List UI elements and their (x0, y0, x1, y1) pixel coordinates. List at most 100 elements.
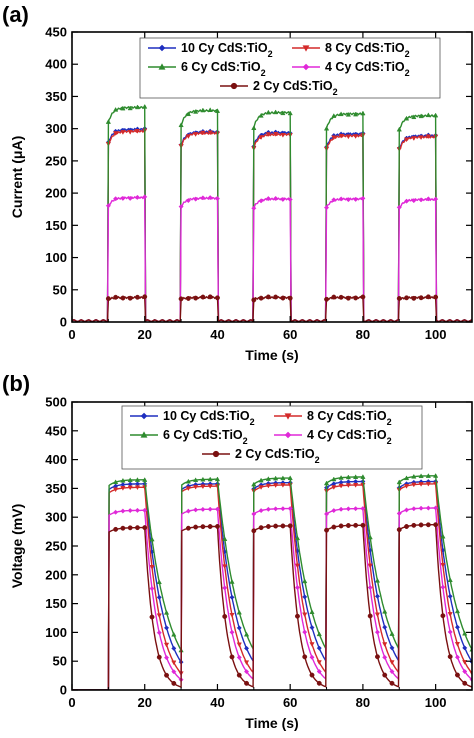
series-marker-3 (382, 654, 388, 660)
legend-swatch-marker (302, 45, 310, 52)
series-marker-3 (447, 629, 453, 635)
y-tick-label: 350 (45, 481, 67, 496)
series-line-3 (72, 195, 472, 322)
x-tick-label: 20 (137, 695, 151, 710)
series-marker-2 (200, 107, 206, 113)
series-marker-3 (338, 506, 344, 512)
series-marker-1 (120, 486, 126, 491)
series-marker-2 (163, 609, 170, 615)
series-line-4 (72, 295, 472, 322)
series-marker-2 (302, 578, 308, 584)
y-axis-label: Current (μA) (9, 136, 25, 218)
series-marker-2 (273, 475, 279, 481)
series-marker-1 (338, 133, 344, 139)
series-marker-3 (280, 196, 286, 202)
series-marker-2 (462, 630, 468, 636)
legend-swatch-marker (230, 82, 238, 90)
series-marker-2 (396, 479, 402, 485)
series-marker-4 (244, 680, 249, 686)
series-marker-1 (222, 564, 228, 570)
series-marker-0 (236, 625, 242, 631)
series-marker-4 (302, 654, 308, 660)
y-tick-label: 0 (60, 315, 67, 330)
series-marker-2 (323, 480, 330, 486)
series-marker-0 (163, 625, 170, 631)
series-marker-2 (120, 105, 126, 111)
series-marker-2 (454, 608, 461, 614)
series-marker-4 (258, 295, 264, 301)
series-marker-4 (229, 654, 235, 660)
series-marker-1 (411, 482, 417, 488)
legend-swatch-marker (284, 413, 292, 420)
x-tick-label: 0 (68, 327, 75, 342)
legend-swatch-marker (140, 412, 148, 420)
series-marker-3 (353, 196, 359, 202)
series-marker-3 (433, 196, 439, 202)
series-marker-1 (374, 612, 381, 618)
series-marker-3 (294, 584, 301, 591)
series-marker-3 (367, 584, 373, 591)
x-tick-label: 100 (425, 695, 447, 710)
series-marker-4 (353, 522, 359, 528)
series-marker-2 (425, 473, 431, 478)
series-marker-1 (294, 563, 301, 569)
legend-swatch-marker (284, 431, 292, 439)
series-line-1 (72, 129, 472, 322)
legend-label-1: 8 Cy CdS:TiO2 (325, 41, 410, 59)
legend-label-2: 6 Cy CdS:TiO2 (163, 428, 248, 446)
series-marker-4 (345, 523, 351, 528)
series-marker-4 (113, 294, 119, 300)
series-marker-3 (265, 506, 271, 512)
series-marker-0 (374, 593, 381, 599)
series-marker-4 (345, 295, 351, 301)
series-marker-4 (127, 295, 133, 301)
series-marker-2 (193, 108, 199, 114)
series-marker-0 (156, 594, 162, 600)
series-marker-3 (113, 509, 119, 515)
series-marker-1 (273, 132, 279, 137)
series-marker-2 (236, 609, 242, 615)
series-marker-2 (287, 475, 293, 481)
series-marker-3 (185, 508, 191, 514)
series-marker-1 (403, 137, 410, 143)
series-marker-3 (142, 194, 148, 200)
x-tick-label: 80 (356, 327, 370, 342)
series-marker-2 (193, 477, 199, 483)
series-marker-2 (134, 477, 141, 482)
series-marker-3 (193, 507, 199, 513)
series-marker-4 (142, 525, 148, 531)
series-marker-2 (309, 609, 315, 615)
series-marker-1 (193, 132, 199, 137)
series-marker-4 (207, 524, 213, 529)
series-marker-2 (251, 125, 257, 130)
series-marker-2 (265, 109, 271, 115)
series-marker-3 (142, 507, 148, 513)
y-axis-label: Voltage (mV) (9, 504, 25, 589)
series-marker-4 (425, 294, 431, 300)
series-marker-1 (389, 660, 395, 665)
series-marker-4 (404, 524, 409, 529)
series-marker-1 (113, 487, 119, 493)
series-marker-1 (185, 486, 191, 492)
series-marker-3 (425, 505, 431, 511)
series-marker-3 (440, 584, 446, 590)
series-marker-2 (440, 533, 446, 539)
series-marker-3 (309, 654, 315, 660)
series-marker-3 (273, 195, 279, 202)
series-marker-0 (382, 624, 388, 630)
series-marker-3 (200, 195, 206, 201)
series-marker-2 (323, 125, 330, 131)
series-marker-2 (331, 113, 337, 118)
legend-label-3: 4 Cy CdS:TiO2 (307, 428, 392, 446)
series-marker-4 (433, 294, 439, 300)
series-marker-2 (229, 579, 235, 584)
series-marker-3 (280, 506, 286, 512)
series-line-3 (72, 507, 472, 690)
series-marker-3 (360, 195, 366, 201)
series-marker-2 (425, 112, 431, 118)
series-marker-4 (215, 295, 220, 301)
series-marker-1 (265, 483, 271, 489)
series-marker-4 (142, 294, 148, 300)
series-marker-4 (287, 523, 293, 529)
series-marker-1 (265, 132, 271, 137)
